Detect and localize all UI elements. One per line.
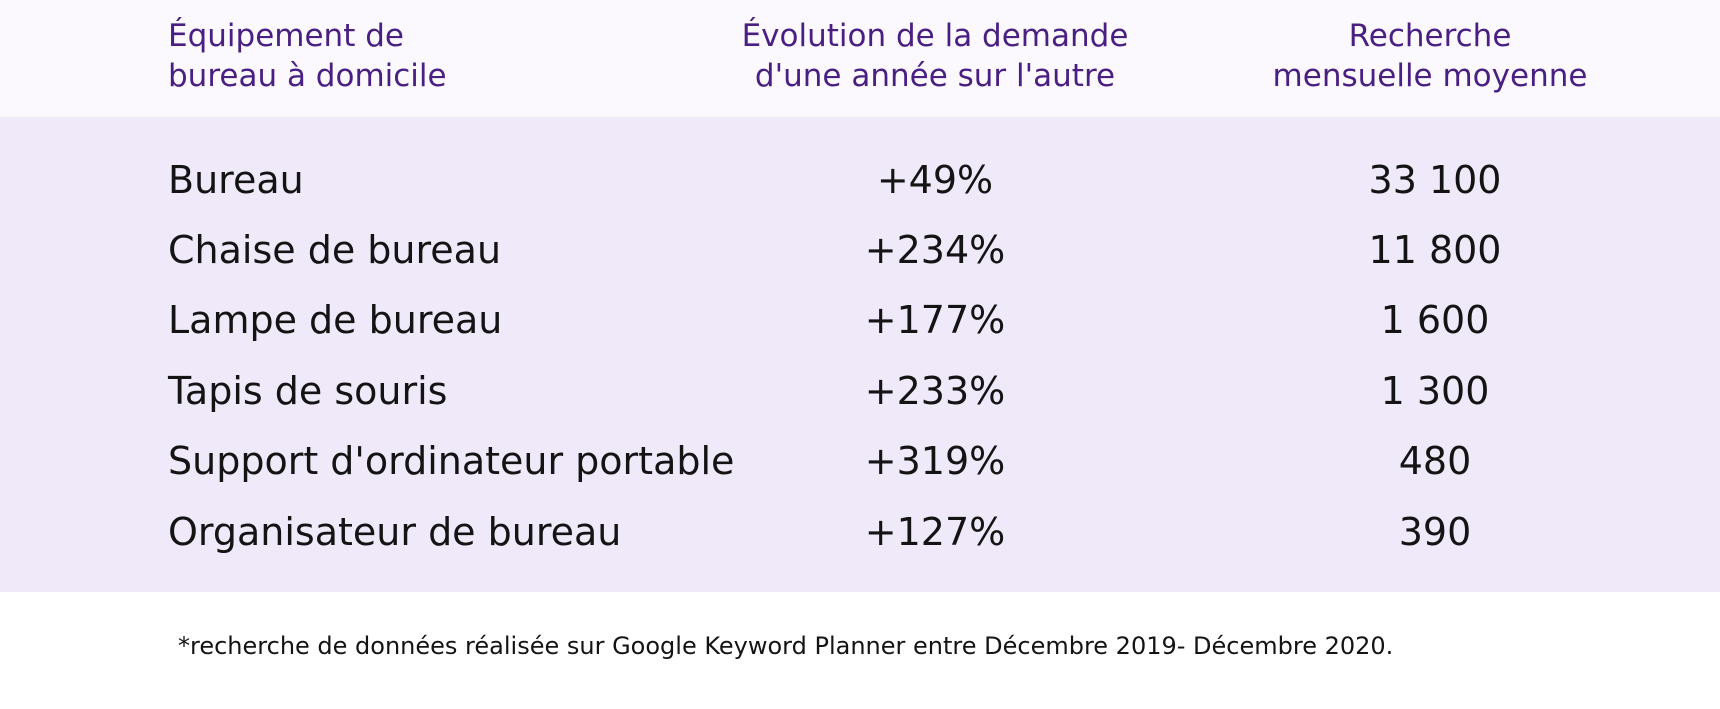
cell-searches: 480 xyxy=(1398,439,1472,483)
table-header: Équipement de bureau à domicile Évolutio… xyxy=(0,0,1720,117)
cell-searches: 390 xyxy=(1398,510,1472,554)
cell-item: Lampe de bureau xyxy=(168,298,503,342)
table-row: Chaise de bureau +234% 11 800 xyxy=(0,215,1720,285)
table-row: Organisateur de bureau +127% 390 xyxy=(0,497,1720,567)
cell-item: Chaise de bureau xyxy=(168,228,502,272)
header-evolution-line1: Évolution de la demande xyxy=(741,18,1129,54)
header-equipment-line2: bureau à domicile xyxy=(168,58,447,94)
table-row: Lampe de bureau +177% 1 600 xyxy=(0,285,1720,355)
cell-searches: 1 600 xyxy=(1380,298,1490,342)
header-evolution-line2: d'une année sur l'autre xyxy=(754,58,1116,94)
cell-searches: 33 100 xyxy=(1368,158,1502,202)
header-searches-line1: Recherche xyxy=(1348,18,1512,54)
cell-evolution: +319% xyxy=(864,439,1006,483)
table-row: Bureau +49% 33 100 xyxy=(0,145,1720,215)
cell-evolution: +127% xyxy=(864,510,1006,554)
table-row: Support d'ordinateur portable +319% 480 xyxy=(0,426,1720,496)
header-equipment: Équipement de bureau à domicile xyxy=(168,16,447,96)
cell-item: Organisateur de bureau xyxy=(168,510,622,554)
cell-evolution: +234% xyxy=(864,228,1006,272)
cell-item: Tapis de souris xyxy=(168,369,448,413)
table-body: Bureau +49% 33 100 Chaise de bureau +234… xyxy=(0,117,1720,592)
header-searches-line2: mensuelle moyenne xyxy=(1272,58,1588,94)
cell-evolution: +177% xyxy=(864,298,1006,342)
header-equipment-line1: Équipement de xyxy=(168,18,404,54)
cell-searches: 1 300 xyxy=(1380,369,1490,413)
cell-item: Bureau xyxy=(168,158,304,202)
header-evolution: Évolution de la demande d'une année sur … xyxy=(650,16,1220,96)
header-searches: Recherche mensuelle moyenne xyxy=(1210,16,1650,96)
cell-item: Support d'ordinateur portable xyxy=(168,439,735,483)
table-row: Tapis de souris +233% 1 300 xyxy=(0,356,1720,426)
cell-evolution: +49% xyxy=(876,158,994,202)
cell-evolution: +233% xyxy=(864,369,1006,413)
footnote: *recherche de données réalisée sur Googl… xyxy=(178,632,1394,660)
cell-searches: 11 800 xyxy=(1368,228,1502,272)
